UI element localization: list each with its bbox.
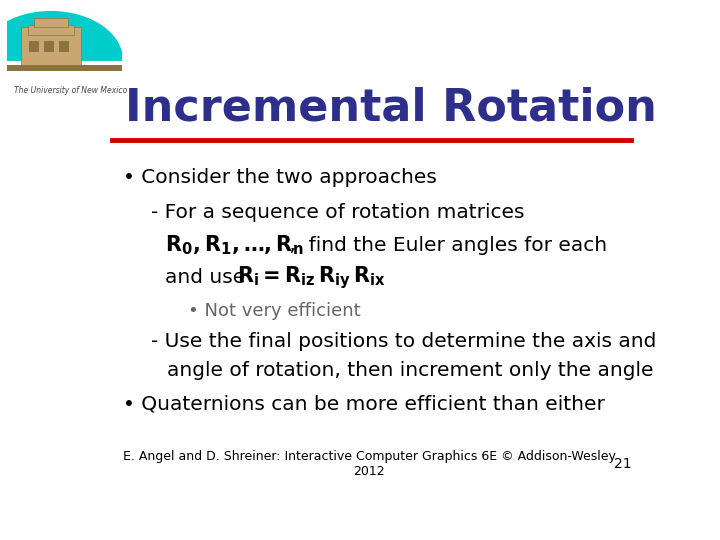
Bar: [59, 42, 69, 52]
Text: angle of rotation, then increment only the angle: angle of rotation, then increment only t…: [167, 361, 654, 380]
Text: $\mathbf{R_i = R_{iz}\, R_{iy}\, R_{ix}}$: $\mathbf{R_i = R_{iz}\, R_{iy}\, R_{ix}}…: [237, 264, 385, 291]
Bar: [21, 28, 81, 66]
Text: The University of New Mexico: The University of New Mexico: [14, 86, 127, 94]
Bar: [29, 42, 40, 52]
Bar: [44, 42, 55, 52]
Text: - Use the final positions to determine the axis and: - Use the final positions to determine t…: [151, 332, 657, 351]
Text: and use: and use: [166, 268, 252, 287]
Text: 21: 21: [613, 457, 631, 471]
Bar: [28, 25, 74, 35]
Text: Incremental Rotation: Incremental Rotation: [125, 87, 657, 130]
Bar: [7, 65, 122, 71]
Text: • Consider the two approaches: • Consider the two approaches: [124, 167, 437, 186]
Text: ,  find the Euler angles for each: , find the Euler angles for each: [282, 236, 607, 255]
Text: • Not very efficient: • Not very efficient: [188, 302, 360, 320]
Bar: [34, 18, 68, 28]
Text: E. Angel and D. Shreiner: Interactive Computer Graphics 6E © Addison-Wesley
2012: E. Angel and D. Shreiner: Interactive Co…: [122, 450, 616, 478]
Text: • Quaternions can be more efficient than either: • Quaternions can be more efficient than…: [124, 394, 606, 413]
Text: - For a sequence of rotation matrices: - For a sequence of rotation matrices: [151, 203, 525, 222]
Wedge shape: [0, 12, 122, 60]
Text: $\mathbf{R_0, R_1, \ldots, R_n}$: $\mathbf{R_0, R_1, \ldots, R_n}$: [166, 234, 304, 258]
